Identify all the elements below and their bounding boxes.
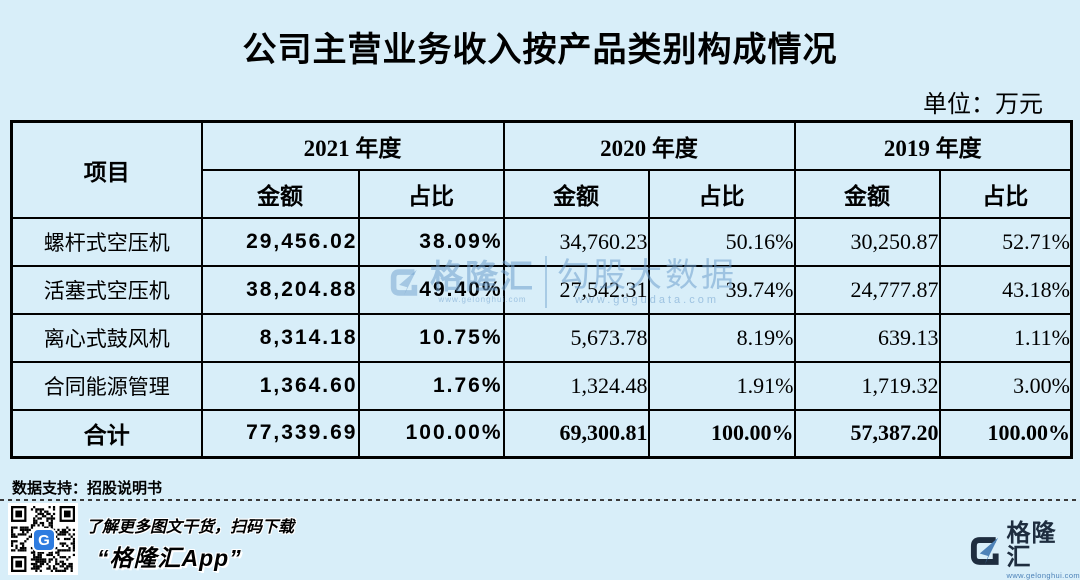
subheader-amount-2019: 金额 — [793, 168, 941, 219]
subheader-ratio-2019: 占比 — [938, 168, 1073, 219]
ratio-cell-2020: 100.00% — [647, 408, 796, 459]
table-row: 离心式鼓风机 8,314.18 10.75% 5,673.78 8.19% 63… — [10, 312, 1073, 363]
subheader-amount-2020: 金额 — [502, 168, 650, 219]
subheader-ratio-2021: 占比 — [357, 168, 505, 219]
brand-logo: 格隆汇 www.gelonghui.com — [968, 522, 1080, 580]
subheader-ratio-2020: 占比 — [647, 168, 796, 219]
ratio-cell-2019: 100.00% — [938, 408, 1073, 459]
amount-cell-2021: 1,364.60 — [200, 360, 360, 411]
ratio-cell-2021: 10.75% — [357, 312, 505, 363]
ratio-cell-2021: 49.40% — [357, 264, 505, 315]
brand-name: 格隆汇 — [1006, 520, 1057, 571]
col-header-2021: 2021 年度 — [200, 120, 505, 171]
amount-cell-2019: 30,250.87 — [793, 216, 941, 267]
subheader-amount-2021: 金额 — [200, 168, 360, 219]
col-header-item: 项目 — [10, 120, 203, 219]
amount-cell-2021: 38,204.88 — [200, 264, 360, 315]
item-cell: 活塞式空压机 — [10, 264, 203, 315]
ratio-cell-2020: 8.19% — [647, 312, 796, 363]
ratio-cell-2021: 100.00% — [357, 408, 505, 459]
amount-cell-2020: 27,542.31 — [502, 264, 650, 315]
amount-cell-2021: 8,314.18 — [200, 312, 360, 363]
data-source-label: 数据支持：招股说明书 — [12, 480, 163, 497]
amount-cell-2019: 639.13 — [793, 312, 941, 363]
ratio-cell-2020: 50.16% — [647, 216, 796, 267]
amount-cell-2020: 34,760.23 — [502, 216, 650, 267]
amount-cell-2020: 69,300.81 — [502, 408, 650, 459]
item-cell: 合同能源管理 — [10, 360, 203, 411]
amount-cell-2021: 77,339.69 — [200, 408, 360, 459]
ratio-cell-2019: 43.18% — [938, 264, 1073, 315]
qr-code: G — [8, 503, 78, 575]
page-title: 公司主营业务收入按产品类别构成情况 — [242, 31, 838, 69]
total-row: 合计 77,339.69 100.00% 69,300.81 100.00% 5… — [10, 408, 1073, 459]
table-row: 螺杆式空压机 29,456.02 38.09% 34,760.23 50.16%… — [10, 216, 1073, 267]
gelonghui-logo-icon — [970, 536, 999, 565]
brand-url: www.gelonghui.com — [1006, 571, 1080, 580]
ratio-cell-2019: 52.71% — [938, 216, 1073, 267]
year-header-row: 项目 2021 年度 2020 年度 2019 年度 — [10, 120, 1073, 219]
table-row: 活塞式空压机 38,204.88 49.40% 27,542.31 39.74%… — [10, 264, 1073, 315]
ratio-cell-2019: 3.00% — [938, 360, 1073, 411]
item-cell: 合计 — [10, 408, 203, 459]
amount-cell-2020: 1,324.48 — [502, 360, 650, 411]
ratio-cell-2020: 39.74% — [647, 264, 796, 315]
ratio-cell-2020: 1.91% — [647, 360, 796, 411]
qr-caption: 了解更多图文干货，扫码下载 — [86, 519, 295, 536]
subheader-row: 金额 占比 金额 占比 金额 占比 — [12, 168, 1073, 219]
amount-cell-2019: 57,387.20 — [793, 408, 941, 459]
item-cell: 螺杆式空压机 — [10, 216, 203, 267]
amount-cell-2019: 1,719.32 — [793, 360, 941, 411]
revenue-table: 项目 2021 年度 2020 年度 2019 年度 金额 占比 金额 占比 金… — [10, 120, 1073, 459]
ratio-cell-2019: 1.11% — [938, 312, 1073, 363]
app-name: “格隆汇App” — [97, 545, 242, 571]
amount-cell-2020: 5,673.78 — [502, 312, 650, 363]
item-cell: 离心式鼓风机 — [10, 312, 203, 363]
table-row: 合同能源管理 1,364.60 1.76% 1,324.48 1.91% 1,7… — [10, 360, 1073, 411]
amount-cell-2021: 29,456.02 — [200, 216, 360, 267]
unit-label: 单位：万元 — [923, 92, 1043, 118]
col-header-2020: 2020 年度 — [502, 120, 796, 171]
qr-center-logo-icon: G — [32, 528, 56, 552]
amount-cell-2019: 24,777.87 — [793, 264, 941, 315]
dashed-divider — [0, 499, 1080, 501]
ratio-cell-2021: 38.09% — [357, 216, 505, 267]
ratio-cell-2021: 1.76% — [357, 360, 505, 411]
col-header-2019: 2019 年度 — [793, 120, 1073, 171]
